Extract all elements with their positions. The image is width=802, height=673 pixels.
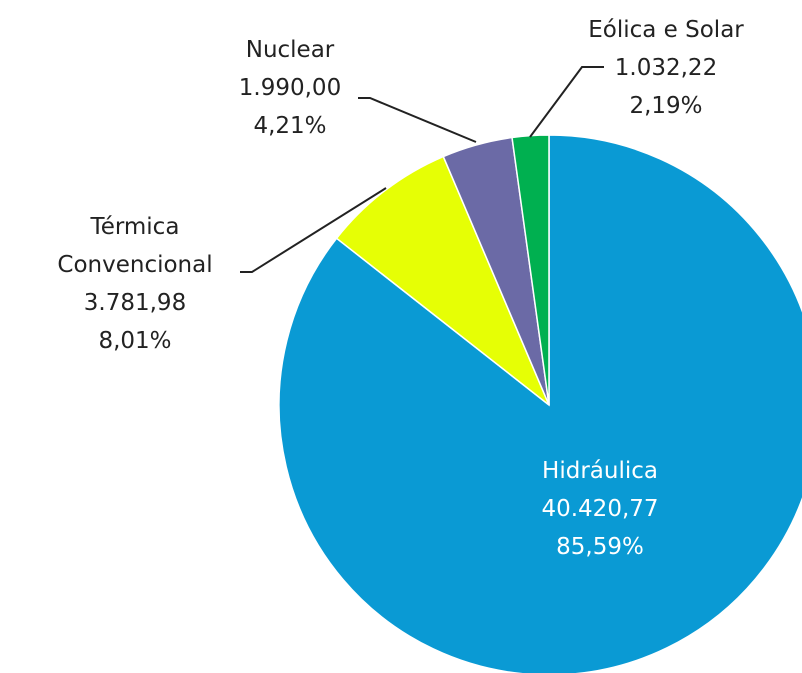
category: Eólica e Solar	[588, 17, 744, 43]
slice-label: Hidráulica 40.420,77 85,59%	[490, 452, 710, 566]
pie-slice	[335, 155, 550, 406]
value-label: 40.420,77	[541, 496, 659, 522]
leader-line	[529, 66, 604, 138]
category: Térmica Convencional	[57, 214, 213, 278]
value-label: 1.032,22	[614, 55, 718, 81]
slice-label: Nuclear 1.990,00 4,21%	[190, 31, 390, 145]
category: Nuclear	[245, 37, 335, 63]
leader-line	[240, 187, 387, 273]
percent-label: 85,59%	[556, 534, 644, 560]
value-label: 3.781,98	[83, 290, 187, 316]
value-label: 1.990,00	[238, 75, 342, 101]
percent-label: 4,21%	[253, 113, 327, 139]
slice-label: Térmica Convencional 3.781,98 8,01%	[25, 208, 245, 360]
percent-label: 8,01%	[98, 328, 172, 354]
leader-line	[358, 97, 477, 143]
percent-label: 2,19%	[629, 93, 703, 119]
category: Hidráulica	[542, 458, 658, 484]
slice-label: Eólica e Solar 1.032,22 2,19%	[546, 11, 786, 125]
pie-slice	[278, 134, 802, 673]
